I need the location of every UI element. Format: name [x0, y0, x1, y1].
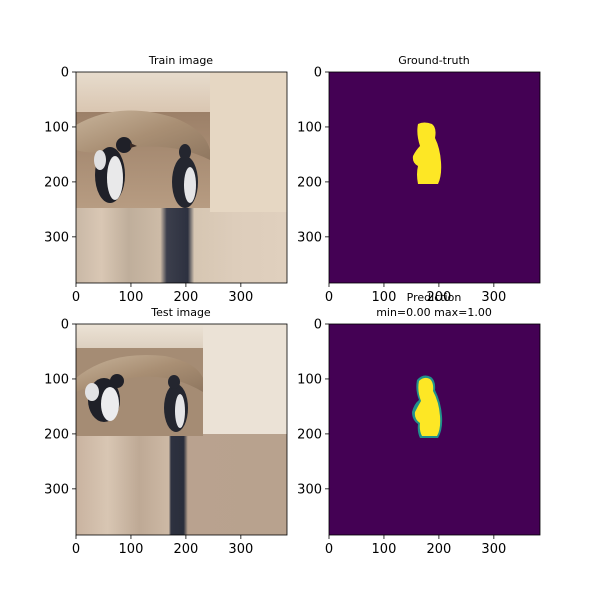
x-tick-label: 200: [173, 542, 198, 557]
y-tick-label: 100: [44, 372, 69, 387]
y-tick-label: 300: [297, 230, 322, 245]
y-tick-label: 200: [44, 175, 69, 190]
x-tick-label: 200: [426, 290, 451, 305]
y-tick-label: 0: [61, 318, 69, 333]
x-tick-label: 0: [72, 290, 80, 305]
x-ticks: 0 100 200 300: [325, 283, 506, 305]
prediction-subtitle: min=0.00 max=1.00: [376, 306, 492, 319]
mask-region: [412, 122, 442, 184]
x-tick-label: 100: [372, 290, 397, 305]
y-tick-label: 100: [44, 120, 69, 135]
x-tick-label: 300: [228, 290, 253, 305]
x-tick-label: 100: [119, 542, 144, 557]
y-tick-label: 0: [314, 318, 322, 333]
penguin-left: [85, 374, 124, 422]
train-image: [76, 72, 287, 283]
train-image-panel: Train image 0 100 200 300 0 100 200 300: [44, 54, 288, 305]
x-tick-label: 300: [481, 542, 506, 557]
x-ticks: 0 100 200 300: [72, 283, 253, 305]
y-tick-label: 200: [44, 427, 69, 442]
x-tick-label: 0: [325, 290, 333, 305]
y-tick-label: 300: [44, 230, 69, 245]
x-tick-label: 0: [72, 542, 80, 557]
train-image-title: Train image: [148, 54, 213, 67]
prediction-mask: [329, 324, 540, 535]
ground-truth-title: Ground-truth: [398, 54, 470, 67]
x-tick-label: 0: [325, 542, 333, 557]
test-image-panel: Test image 0 100 200 300 0 100 200 300: [44, 306, 288, 557]
x-tick-label: 200: [173, 290, 198, 305]
y-ticks: 0 100 200 300: [297, 318, 329, 497]
y-tick-label: 300: [44, 482, 69, 497]
ground-truth-mask: [329, 72, 540, 283]
test-image-title: Test image: [150, 306, 211, 319]
prediction-region: [414, 377, 441, 436]
y-tick-label: 300: [297, 482, 322, 497]
y-tick-label: 100: [297, 120, 322, 135]
prediction-title: Prediction: [407, 291, 462, 304]
y-tick-label: 200: [297, 175, 322, 190]
x-tick-label: 200: [426, 542, 451, 557]
x-tick-label: 100: [372, 542, 397, 557]
y-tick-label: 200: [297, 427, 322, 442]
x-tick-label: 300: [228, 542, 253, 557]
y-tick-label: 0: [61, 66, 69, 81]
y-ticks: 0 100 200 300: [297, 66, 329, 245]
y-ticks: 0 100 200 300: [44, 66, 76, 245]
x-ticks: 0 100 200 300: [72, 535, 253, 557]
test-image: [76, 324, 287, 535]
y-tick-label: 0: [314, 66, 322, 81]
prediction-panel: Prediction min=0.00 max=1.00 0 100 200 300 …: [297, 291, 541, 557]
y-tick-label: 100: [297, 372, 322, 387]
penguin-right: [172, 144, 198, 208]
x-tick-label: 300: [481, 290, 506, 305]
x-ticks: 0 100 200 300: [325, 535, 506, 557]
ground-truth-panel: Ground-truth 0 100 200 300 0 100 200 300: [297, 54, 541, 305]
penguin-left: [94, 137, 137, 203]
y-ticks: 0 100 200 300: [44, 318, 76, 497]
penguin-right: [164, 375, 188, 432]
x-tick-label: 100: [119, 290, 144, 305]
